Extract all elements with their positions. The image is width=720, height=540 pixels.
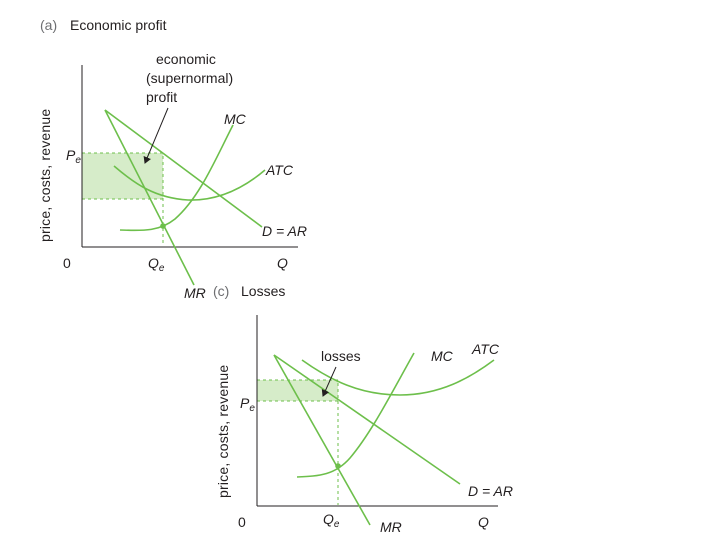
panel-a-title: Economic profit: [70, 17, 167, 33]
panel-a-pe-label: Pe: [66, 147, 81, 166]
panel-a-demand-label: D = AR: [262, 223, 307, 239]
panel-c-y-axis-title: price, costs, revenue: [215, 365, 231, 498]
panel-a-qe-label: Qe: [148, 255, 165, 274]
panel-a-annotation-line-3: profit: [146, 89, 177, 105]
panel-a-demand-curve: [104, 109, 263, 228]
panel-c-mr-label: MR: [380, 519, 402, 535]
panel-c-qe-label: Qe: [323, 511, 340, 530]
panel-c-demand-curve: [273, 354, 461, 485]
panel-c: (c) Losses price, costs, revenue losses …: [213, 283, 513, 535]
panel-c-title: Losses: [241, 283, 285, 299]
panel-c-mc-mr-intersection: [335, 463, 341, 469]
panel-c-mr-curve: [273, 354, 371, 526]
panel-c-demand-label: D = AR: [468, 483, 513, 499]
panel-a-mr-curve: [104, 109, 195, 286]
panel-a-mc-mr-intersection: [160, 223, 166, 229]
panel-c-origin-label: 0: [238, 514, 246, 530]
panel-a-atc-curve: [113, 165, 266, 201]
panel-c-atc-label: ATC: [471, 341, 500, 357]
panel-a-annotation-line-1: economic: [156, 51, 216, 67]
panel-a-annotation-arrow: [143, 107, 169, 164]
panel-c-mc-label: MC: [431, 348, 454, 364]
panel-a-annotation-line-2: (supernormal): [146, 70, 233, 86]
panel-a-y-axis-title: price, costs, revenue: [37, 109, 53, 242]
panel-a-mc-label: MC: [224, 111, 247, 127]
panel-a-origin-label: 0: [63, 255, 71, 271]
panel-a-atc-label: ATC: [265, 162, 294, 178]
panel-a-profit-area: [82, 153, 163, 199]
panel-c-atc-curve: [301, 359, 495, 396]
panel-a-q-axis-label: Q: [277, 255, 288, 271]
panel-c-pe-label: Pe: [240, 395, 255, 414]
panel-c-mc-curve: [296, 352, 415, 478]
panel-a-letter: (a): [40, 17, 57, 33]
panel-c-q-axis-label: Q: [478, 514, 489, 530]
panel-c-annotation-arrow: [321, 366, 337, 397]
panel-c-annotation: losses: [321, 348, 361, 364]
panel-a: (a) Economic profit price, costs, revenu…: [37, 17, 307, 301]
panel-a-mr-label: MR: [184, 285, 206, 301]
panel-c-letter: (c): [213, 283, 229, 299]
panel-a-mc-curve: [119, 124, 234, 232]
